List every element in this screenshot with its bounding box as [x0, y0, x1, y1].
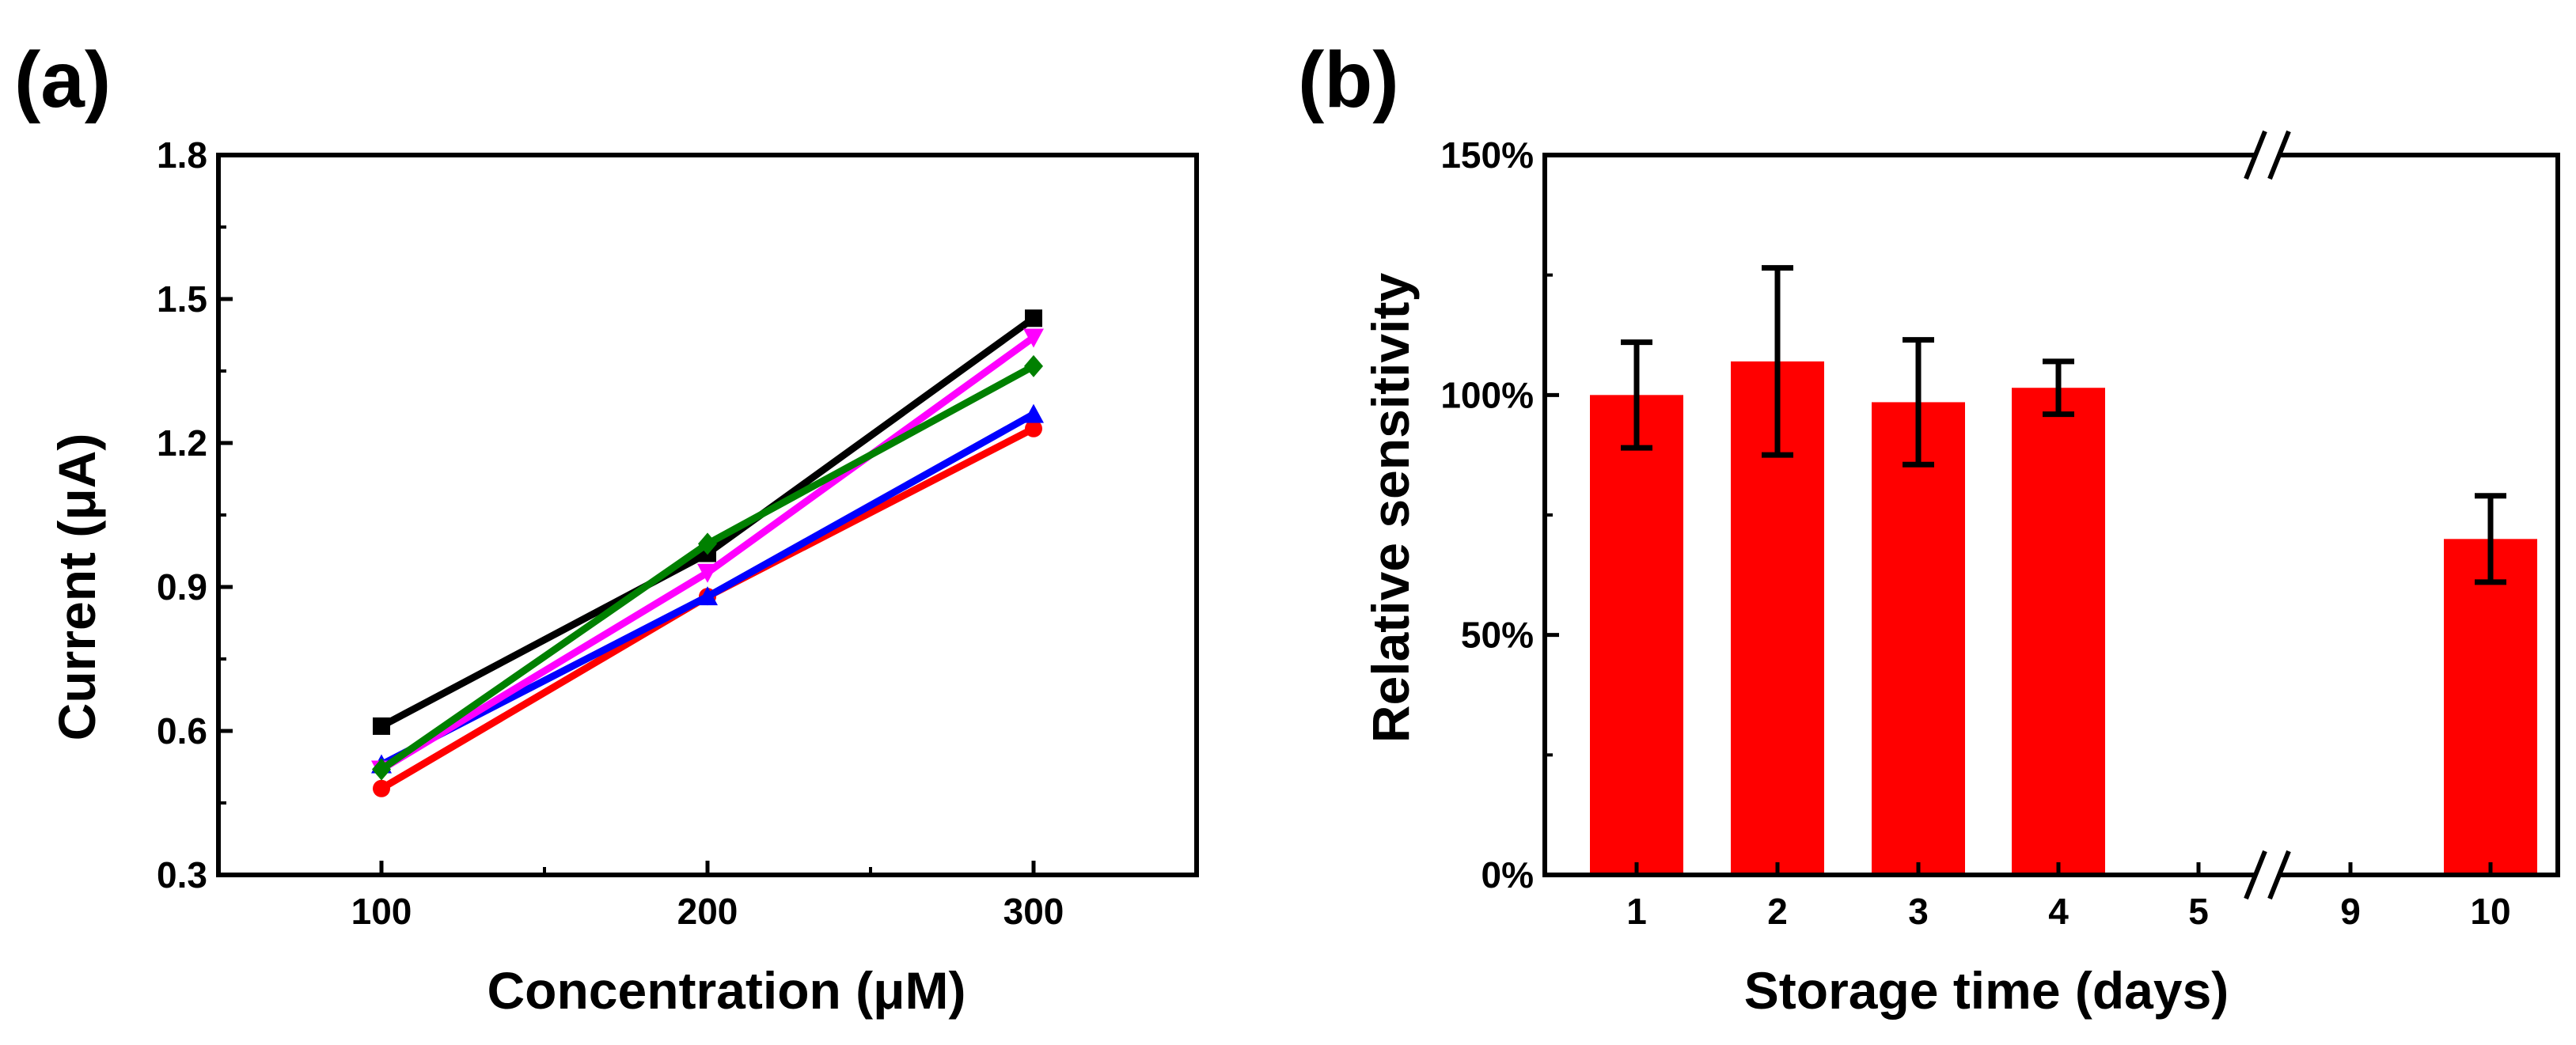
panel-a-y-tick-label: 1.5	[157, 278, 207, 320]
panel-a-y-axis-title: Current (μA)	[47, 434, 106, 741]
panel-b-x-axis-title: Storage time (days)	[1744, 961, 2229, 1020]
panel-a-series-2-line	[379, 425, 1036, 792]
panel-a-series-2-marker	[1025, 419, 1042, 437]
panel-b-bar-3	[1872, 402, 1965, 875]
panel-a-series-4-marker	[697, 563, 718, 583]
panel-b-axis-break-mark	[2267, 130, 2291, 180]
panel-a-x-tick-label: 200	[677, 891, 738, 932]
panel-a-x-tick-label: 100	[351, 891, 412, 932]
panel-b-y-tick-label: 50%	[1461, 615, 1534, 656]
panel-a-series-1-line	[379, 315, 1036, 729]
panel-b-axis-break-mark	[2267, 850, 2291, 900]
panel-b-x-tick-label: 3	[1908, 891, 1929, 932]
panel-a-series-5-marker	[372, 758, 391, 781]
panel-b-y-tick-label: 0%	[1481, 854, 1534, 895]
panel-a-x-axis-title: Concentration (μM)	[488, 961, 966, 1020]
panel-a-series-5-marker	[698, 532, 717, 555]
panel-a-series-3-marker	[1023, 403, 1044, 423]
panel-b-x-tick-label: 2	[1767, 891, 1788, 932]
panel-b-bars	[1590, 265, 2537, 875]
panel-a-axes: 0.3 0.6 0.9 1.2 1.5 1.8 100 200 300	[157, 134, 1199, 932]
panel-a-y-tick-label: 0.9	[157, 566, 207, 608]
panel-a-y-tick-label: 0.3	[157, 854, 207, 895]
panel-a-series-4-marker	[1023, 328, 1044, 348]
panel-b-y-axis-title: Relative sensitivity	[1361, 273, 1420, 744]
panel-a-series-1-marker	[1025, 309, 1042, 328]
panel-b-x-tick-label: 10	[2470, 891, 2510, 932]
panel-a-series-1-marker	[373, 717, 390, 735]
panel-b-bar-1	[1590, 395, 1683, 875]
panel-a: (a) 0.3 0.6 0.9 1.2 1.5 1.8 100 200 300 Concentr…	[14, 36, 1199, 1020]
panel-a-y-tick-label: 1.2	[157, 422, 207, 464]
panel-b-bar-10	[2444, 539, 2537, 875]
panel-b-axis-break-mark	[2244, 850, 2267, 900]
panel-a-x-tick-label: 300	[1003, 891, 1064, 932]
panel-b-x-tick-label: 5	[2188, 891, 2209, 932]
panel-a-letter: (a)	[14, 36, 111, 124]
panel-a-frame	[216, 153, 1199, 877]
panel-b-y-tick-label: 100%	[1440, 374, 1534, 415]
panel-b-axis-break-mark	[2244, 130, 2267, 180]
panel-b-bar-4	[2012, 388, 2105, 875]
panel-a-series	[371, 309, 1044, 797]
panel-b-axes: 0% 50% 100% 150% 1 2 3 4 5 9 10	[1440, 130, 2560, 932]
panel-a-series-5-marker	[1024, 354, 1043, 377]
panel-b-letter: (b)	[1298, 36, 1399, 124]
panel-b-x-tick-label: 9	[2340, 891, 2361, 932]
panel-a-series-3-marker	[697, 586, 718, 606]
panel-b-x-tick-label: 1	[1626, 891, 1647, 932]
panel-b: (b) 0% 50% 100% 150% 1 2 3 4 5 9 10 Storage time (…	[1298, 36, 2560, 1020]
panel-b-y-tick-label: 150%	[1440, 134, 1534, 176]
panel-a-y-tick-label: 1.8	[157, 134, 207, 176]
panel-a-series-2-marker	[373, 779, 390, 797]
panel-b-x-tick-label: 4	[2048, 891, 2069, 932]
panel-a-y-tick-label: 0.6	[157, 710, 207, 752]
